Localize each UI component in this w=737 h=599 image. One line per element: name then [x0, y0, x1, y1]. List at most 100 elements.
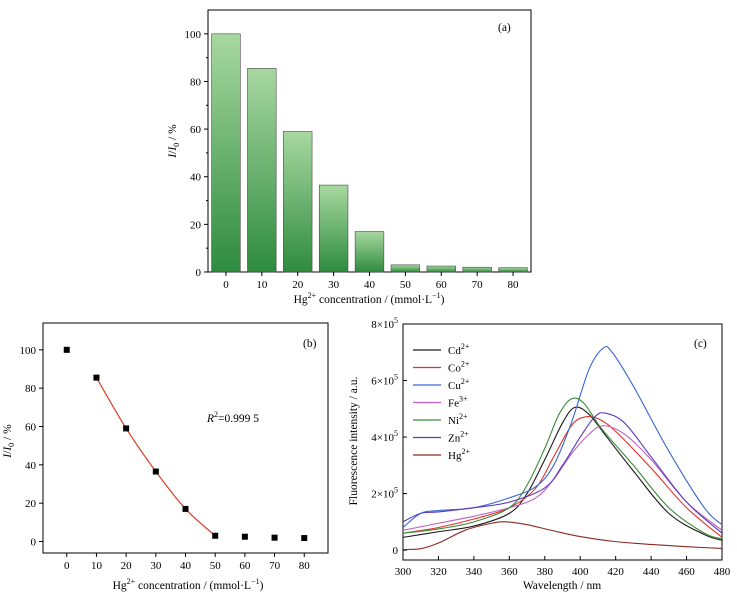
legend-label: Cd2+: [448, 342, 470, 357]
bar: [390, 264, 421, 273]
y-tick-label: 40: [190, 172, 202, 184]
series-line: [402, 345, 723, 528]
legend-label: Zn2+: [448, 430, 469, 445]
panel-c-frame: [402, 323, 723, 561]
panel-b-fit-curve: [95, 377, 216, 537]
x-tick-label: 360: [501, 566, 518, 578]
data-point: [93, 374, 100, 381]
x-tick-label: 30: [328, 279, 340, 291]
series-line: [402, 397, 723, 540]
x-tick-label: 30: [150, 560, 162, 572]
panel-b-xlabel: Hg2+ concentration / (mmol·L−1): [113, 577, 264, 592]
panel-a: 0 10 20 30 40 50 60 70 80 0 20 40 60 80 100 (a) Hg2+ c…: [167, 9, 532, 306]
panel-b: 0 10 20 30 40 50 60 70 80 0 20 40 60 80 100 (b) R2=0.9…: [2, 322, 329, 592]
panel-a-label: (a): [498, 22, 511, 34]
x-tick-label: 60: [436, 279, 448, 291]
data-point: [241, 533, 248, 540]
x-tick-label: 80: [299, 560, 311, 572]
series-line: [402, 406, 723, 541]
x-tick-label: 50: [210, 560, 222, 572]
y-tick-label: 80: [25, 383, 37, 395]
panel-b-axes: 0 10 20 30 40 50 60 70 80 0 20 40 60 80 100: [20, 345, 311, 572]
panel-b-frame: [42, 322, 329, 554]
y-tick-label: 80: [190, 76, 202, 88]
data-point: [182, 505, 189, 512]
panel-c: 300 320 340 360 380 400 420 440 460 480 0 2×105 4×10…: [348, 316, 731, 592]
series-line: [402, 521, 723, 551]
legend-label: Ni2+: [448, 412, 468, 427]
x-tick-label: 70: [472, 279, 484, 291]
series-line: [402, 425, 723, 531]
panel-a-bars: [211, 33, 528, 273]
data-point: [123, 425, 130, 432]
x-tick-label: 80: [508, 279, 520, 291]
y-tick-label: 8×105: [371, 316, 398, 331]
x-tick-label: 60: [239, 560, 251, 572]
series-line: [402, 412, 723, 534]
y-tick-label: 6×105: [371, 373, 398, 388]
x-tick-label: 70: [269, 560, 281, 572]
legend-label: Cu2+: [448, 377, 470, 392]
x-tick-label: 10: [256, 279, 268, 291]
panel-c-axes: 300 320 340 360 380 400 420 440 460 480 0 2×105 4×10…: [371, 316, 730, 578]
x-tick-label: 50: [400, 279, 412, 291]
bar: [283, 131, 313, 273]
bar: [498, 267, 528, 273]
panel-a-ylabel: I/I0 / %: [167, 124, 181, 159]
x-tick-label: 40: [180, 560, 192, 572]
y-tick-label: 2×105: [371, 486, 398, 501]
x-tick-label: 440: [643, 566, 660, 578]
data-point: [152, 468, 159, 475]
data-point: [271, 534, 278, 541]
panel-c-xlabel: Wavelength / nm: [523, 580, 601, 592]
x-tick-label: 40: [364, 279, 376, 291]
y-tick-label: 40: [25, 460, 37, 472]
panel-c-label: (c): [694, 338, 707, 350]
x-tick-label: 340: [466, 566, 483, 578]
legend-label: Hg2+: [448, 447, 470, 462]
data-point: [212, 532, 219, 539]
x-tick-label: 0: [223, 279, 229, 291]
panel-b-points: [63, 346, 308, 542]
bar: [426, 265, 456, 273]
y-tick-label: 20: [190, 219, 202, 231]
bar: [462, 266, 492, 273]
series-line: [402, 416, 723, 538]
x-tick-label: 20: [292, 279, 304, 291]
panel-b-label: (b): [303, 338, 317, 350]
x-tick-label: 420: [607, 566, 624, 578]
bar: [247, 68, 277, 273]
x-tick-label: 320: [430, 566, 447, 578]
data-point: [301, 535, 308, 542]
y-tick-label: 4×105: [371, 429, 398, 444]
bar: [211, 33, 241, 273]
x-tick-label: 300: [395, 566, 412, 578]
data-point: [63, 346, 70, 353]
x-tick-label: 0: [64, 560, 70, 572]
y-tick-label: 0: [196, 267, 202, 279]
y-tick-label: 60: [190, 124, 202, 136]
panel-c-ylabel: Fluorescence intensity / a.u.: [348, 377, 360, 506]
panel-c-legend: Cd2+ Co2+ Cu2+ Fe3+ Ni2+ Zn2+ Hg2+: [413, 342, 470, 462]
legend-label: Co2+: [448, 360, 470, 375]
panel-a-axes: 0 10 20 30 40 50 60 70 80 0 20 40 60 80 100: [185, 29, 520, 291]
y-tick-label: 100: [185, 29, 202, 41]
x-tick-label: 10: [91, 560, 103, 572]
x-tick-label: 400: [572, 566, 589, 578]
y-tick-label: 60: [25, 422, 37, 434]
panel-c-series: [402, 345, 723, 551]
bar: [318, 184, 349, 273]
panel-a-xlabel: Hg2+ concentration / (mmol·L−1): [294, 291, 445, 306]
y-tick-label: 100: [20, 345, 37, 357]
x-tick-label: 380: [537, 566, 554, 578]
panel-b-ylabel: I/I0 / %: [2, 424, 16, 459]
x-tick-label: 480: [714, 566, 731, 578]
panel-b-annotation: R2=0.999 5: [206, 410, 259, 425]
x-tick-label: 460: [678, 566, 695, 578]
legend-label: Fe3+: [448, 395, 468, 410]
y-tick-label: 0: [393, 545, 399, 557]
y-tick-label: 0: [31, 537, 37, 549]
bar: [354, 231, 385, 273]
x-tick-label: 20: [121, 560, 133, 572]
